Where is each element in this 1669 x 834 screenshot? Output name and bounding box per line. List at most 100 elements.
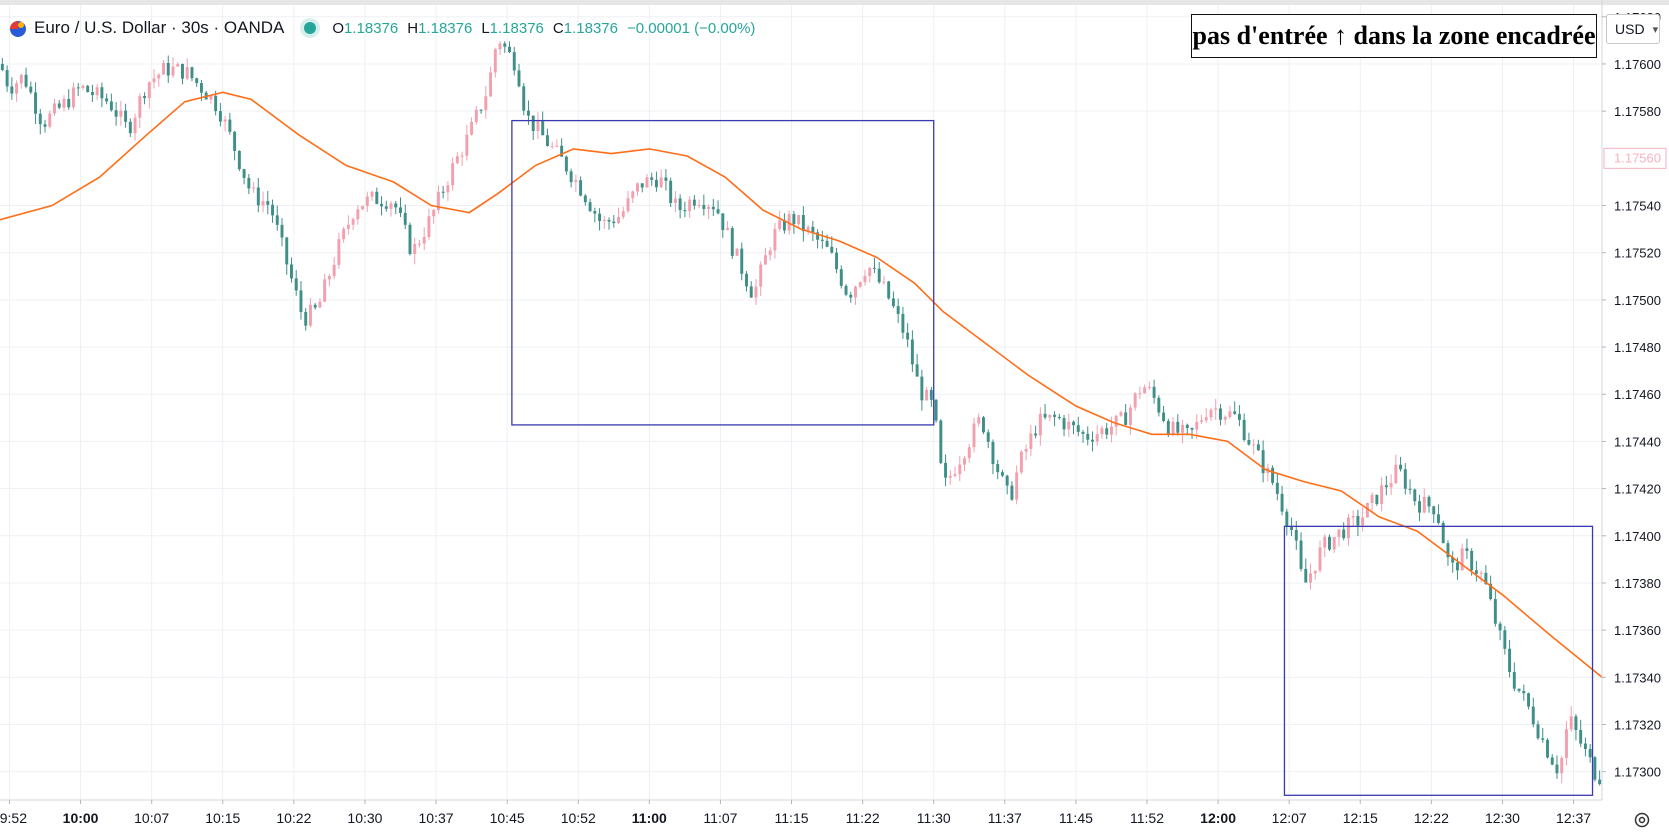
candle-body: [105, 98, 109, 102]
candle-body: [801, 215, 805, 232]
candle-body: [1432, 506, 1436, 515]
candle-body: [1361, 517, 1365, 526]
time-tick-label: 10:52: [561, 810, 596, 826]
candle-body: [830, 246, 834, 253]
candle-body: [673, 198, 677, 203]
candle-body: [1437, 514, 1440, 523]
candle-body: [512, 52, 516, 71]
candle-body: [323, 279, 327, 302]
candle-body: [654, 179, 658, 188]
candle-body: [602, 219, 606, 222]
candle-body: [252, 187, 256, 189]
candle-body: [759, 264, 763, 287]
candle-body: [446, 185, 450, 193]
currency-label: USD: [1615, 21, 1645, 37]
candle-body: [71, 87, 75, 108]
candle-body: [432, 210, 436, 217]
candle-body: [1019, 451, 1023, 473]
candle-body: [1200, 420, 1203, 422]
candle-body: [1598, 779, 1602, 785]
candle-body: [218, 111, 222, 122]
settings-icon[interactable]: [1632, 810, 1652, 830]
candle-body: [1029, 433, 1033, 449]
candle-body: [1574, 716, 1578, 730]
candle-body: [332, 264, 336, 277]
candle-body: [787, 214, 791, 231]
candle-body: [337, 239, 341, 265]
candle-body: [929, 389, 933, 400]
candle-body: [508, 46, 511, 53]
candle-body: [522, 86, 526, 111]
candle-body: [782, 220, 786, 231]
candle-body: [621, 211, 625, 217]
candle-body: [247, 177, 251, 189]
symbol-title[interactable]: Euro / U.S. Dollar · 30s · OANDA: [34, 18, 285, 37]
candle-body: [1228, 411, 1232, 417]
candle-body: [237, 150, 241, 170]
candle-body: [228, 119, 232, 132]
time-tick-label: 12:00: [1200, 810, 1236, 826]
candle-body: [1536, 724, 1540, 739]
candle-body: [1309, 573, 1312, 583]
candle-body: [877, 268, 881, 283]
candle-body: [470, 121, 474, 135]
candle-body: [854, 286, 857, 298]
candle-body: [1095, 434, 1099, 442]
candle-body: [1489, 583, 1493, 600]
candle-body: [631, 191, 635, 199]
time-tick-label: 11:52: [1130, 810, 1164, 826]
time-tick-label: 10:45: [490, 810, 525, 826]
change-value: −0.00001 (−0.00%): [626, 19, 756, 37]
price-tick-label: 1.17440: [1614, 434, 1661, 449]
candle-body: [190, 67, 194, 79]
candle-body: [1512, 671, 1516, 689]
candle-body: [1418, 501, 1421, 513]
candle-body: [1057, 416, 1061, 419]
candle-body: [351, 219, 355, 225]
candle-body: [863, 275, 867, 283]
candle-body: [754, 286, 758, 298]
candle-body: [915, 364, 919, 377]
candle-body: [1062, 418, 1066, 430]
candle-body: [1384, 485, 1388, 488]
candle-body: [465, 134, 469, 156]
currency-selector[interactable]: USD ▾: [1606, 14, 1660, 44]
candle-body: [199, 83, 203, 93]
annotation-text-box[interactable]: pas d'entrée ↑ dans la zone encadrée: [1191, 14, 1597, 58]
candle-body: [1508, 648, 1512, 672]
candle-body: [342, 228, 346, 240]
candle-body: [636, 183, 639, 192]
candle-body: [162, 62, 165, 75]
candle-body: [982, 417, 985, 433]
candle-body: [887, 281, 891, 299]
candle-body: [721, 213, 725, 231]
candle-body: [996, 464, 1000, 473]
time-tick-label: 12:30: [1485, 810, 1520, 826]
candle-body: [1218, 408, 1222, 420]
candle-body: [1550, 757, 1554, 765]
low-key: L: [481, 19, 490, 37]
candle-body: [484, 96, 488, 111]
candle-body: [1114, 415, 1118, 427]
candle-body: [489, 72, 493, 97]
candle-body: [1313, 570, 1317, 574]
candle-body: [1446, 543, 1450, 558]
candle-body: [1427, 496, 1431, 507]
candle-body: [76, 87, 80, 89]
candle-body: [716, 209, 720, 214]
candle-body: [1455, 562, 1459, 571]
candle-body: [1053, 414, 1057, 417]
price-tick-label: 1.17540: [1614, 199, 1661, 214]
candle-body: [659, 177, 663, 188]
chart-grid: [0, 5, 1602, 800]
candle-body: [967, 447, 971, 459]
candle-body: [1560, 757, 1564, 774]
candle-body: [271, 204, 274, 216]
candle-body: [569, 171, 573, 183]
candle-body: [906, 332, 910, 340]
candle-body: [669, 180, 673, 203]
candle-body: [474, 109, 478, 122]
candle-body: [1441, 522, 1445, 544]
candle-body: [531, 115, 535, 132]
